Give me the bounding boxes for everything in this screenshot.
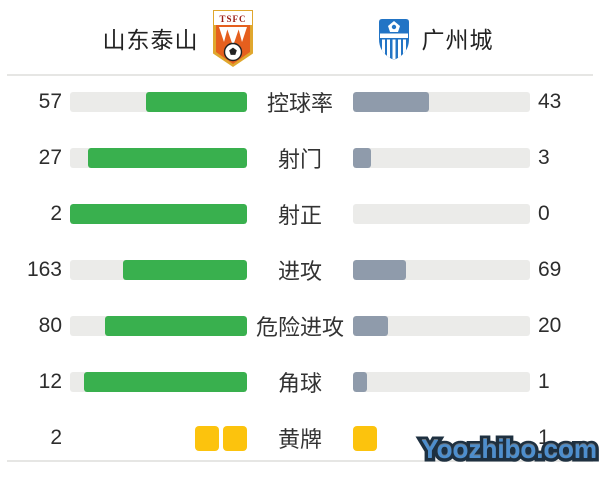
home-stat-bar <box>70 425 247 451</box>
home-stat-bar <box>70 92 247 112</box>
home-stat-bar <box>70 148 247 168</box>
away-stat-bar-fill <box>353 372 367 392</box>
home-stat-bar <box>70 204 247 224</box>
away-stat-value: 69 <box>538 258 562 281</box>
away-stat-bar <box>353 372 530 392</box>
home-stat-bar <box>70 260 247 280</box>
home-stat-bar-fill <box>87 148 247 168</box>
home-stat-bar <box>70 316 247 336</box>
away-stat-value: 1 <box>538 370 550 393</box>
stat-row: 12 角球 1 <box>0 370 600 396</box>
home-team-name: 山东泰山 <box>102 26 199 53</box>
away-team-name: 广州城 <box>421 26 494 53</box>
yellow-card-icon <box>223 425 247 451</box>
home-stat-bar-fill <box>83 372 247 392</box>
watermark: Yoozhibo.com Yoozhibo.com <box>418 433 600 466</box>
stat-label: 控球率 <box>266 91 333 116</box>
stat-row: 163 进攻 69 <box>0 258 600 284</box>
away-stat-bar-fill <box>353 316 389 336</box>
home-stat-value: 27 <box>38 146 62 169</box>
stat-row: 2 黄牌 1 <box>0 425 600 452</box>
match-stats-panel: 山东泰山 TSFC <box>0 0 600 466</box>
away-stat-bar-fill <box>353 92 430 112</box>
away-stat-value: 20 <box>538 314 562 337</box>
away-stat-value: 43 <box>538 90 562 113</box>
stats-list: 57 控球率 43 27 射门 3 2 射正 0 163 进攻 69 80 危险… <box>0 77 600 484</box>
away-stat-bar <box>353 260 530 280</box>
stat-row: 57 控球率 43 <box>0 90 600 116</box>
stat-label: 射正 <box>277 203 322 228</box>
home-team-badge-icon: TSFC <box>208 9 258 67</box>
footer-divider <box>7 460 593 462</box>
header-divider <box>7 74 593 76</box>
away-stat-bar <box>353 204 530 224</box>
away-stat-value: 3 <box>538 146 550 169</box>
home-stat-value: 2 <box>50 202 62 225</box>
home-stat-bar <box>70 372 247 392</box>
home-stat-bar-fill <box>105 316 247 336</box>
stat-row: 80 危险进攻 20 <box>0 314 600 340</box>
stat-label: 射门 <box>277 147 322 172</box>
away-stat-value: 1 <box>538 426 550 449</box>
watermark-outline: Yoozhibo.com <box>418 433 600 466</box>
home-stat-value: 2 <box>50 426 62 449</box>
yellow-card-icon <box>353 425 377 451</box>
watermark-text: Yoozhibo.com <box>421 434 597 464</box>
stat-row: 2 射正 0 <box>0 202 600 228</box>
away-stat-bar <box>353 425 530 451</box>
team-away: 广州城 <box>284 15 584 61</box>
away-stat-bar-fill <box>353 148 371 168</box>
away-stat-bar <box>353 148 530 168</box>
home-stat-bar-fill <box>146 92 247 112</box>
home-stat-bar-fill <box>122 260 247 280</box>
home-stat-value: 12 <box>38 370 62 393</box>
home-stat-value: 163 <box>26 258 62 281</box>
home-stat-bar-fill <box>70 204 247 224</box>
match-header: 山东泰山 TSFC <box>0 0 600 75</box>
stat-label: 角球 <box>277 371 322 396</box>
stat-label: 危险进攻 <box>255 315 344 340</box>
away-team-badge-icon <box>375 15 413 61</box>
svg-text:TSFC: TSFC <box>219 14 246 24</box>
stat-label: 黄牌 <box>277 427 322 452</box>
away-stat-bar <box>353 92 530 112</box>
yellow-card-icon <box>195 425 219 451</box>
team-home: 山东泰山 TSFC <box>30 9 330 67</box>
home-stat-value: 57 <box>38 90 62 113</box>
away-stat-value: 0 <box>538 202 550 225</box>
stat-label: 进攻 <box>277 259 322 284</box>
home-stat-value: 80 <box>38 314 62 337</box>
away-stat-bar <box>353 316 530 336</box>
away-stat-bar-fill <box>353 260 406 280</box>
stat-row: 27 射门 3 <box>0 146 600 172</box>
